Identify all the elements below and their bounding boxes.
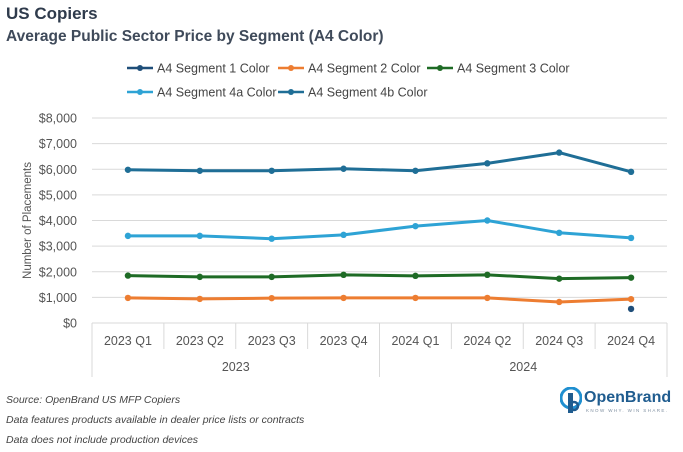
data-point: [124, 294, 132, 302]
data-point: [627, 305, 635, 313]
x-tick-label: 2024 Q2: [463, 334, 511, 348]
data-point: [412, 272, 419, 280]
data-point: [412, 167, 419, 174]
y-tick-label: $0: [63, 317, 77, 331]
openbrand-logo: OpenBrand KNOW WHY. WIN SHARE.: [559, 386, 680, 417]
data-point: [196, 295, 204, 303]
y-axis-label: Number of Placements: [22, 162, 34, 279]
data-point: [412, 222, 419, 230]
chart-title: US Copiers: [6, 4, 98, 23]
data-point: [124, 272, 132, 279]
series-line: [127, 151, 632, 174]
y-tick-label: $5,000: [39, 188, 77, 202]
footnote-dealer: Data features products available in deal…: [6, 414, 305, 426]
line-chart: $0 $1,000 $2,000 $3,000 $4,000 $5,000 $6,000 $7…: [22, 62, 668, 377]
y-tick-label: $6,000: [39, 163, 77, 177]
x-tick-label: 2024 Q1: [391, 334, 439, 348]
chart-subtitle: Average Public Sector Price by Segment (…: [6, 28, 384, 45]
series-line: [127, 219, 632, 241]
data-point: [196, 232, 204, 240]
data-point: [124, 166, 132, 173]
data-point: [340, 231, 347, 239]
legend-swatch-marker: [437, 65, 443, 71]
legend-label: A4 Segment 2 Color: [308, 62, 421, 76]
x-group-label: 2024: [509, 360, 537, 374]
x-group-label: 2023: [222, 360, 250, 374]
legend-swatch-marker: [288, 65, 294, 71]
footnote-source: Source: OpenBrand US MFP Copiers: [6, 394, 181, 406]
data-point: [268, 294, 275, 302]
data-point: [340, 294, 347, 302]
data-point: [555, 298, 563, 306]
y-tick-label: $1,000: [39, 291, 77, 305]
data-point: [484, 217, 491, 224]
data-point: [484, 160, 491, 167]
y-tick-label: $7,000: [39, 137, 77, 151]
series-line: [127, 296, 632, 304]
data-point: [340, 165, 347, 172]
data-point: [627, 168, 635, 176]
data-point: [124, 232, 132, 240]
y-tick-label: $8,000: [39, 112, 77, 126]
legend-label: A4 Segment 1 Color: [157, 62, 270, 76]
data-point: [555, 149, 563, 156]
data-point: [196, 167, 204, 174]
data-point: [412, 294, 419, 302]
data-point: [268, 235, 275, 242]
data-point: [555, 275, 563, 282]
data-point: [484, 294, 491, 302]
data-point: [340, 271, 347, 279]
y-tick-label: $2,000: [39, 265, 77, 279]
y-tick-label: $4,000: [39, 214, 77, 228]
data-point: [627, 234, 635, 242]
legend-label: A4 Segment 3 Color: [457, 62, 570, 76]
y-tick-label: $3,000: [39, 240, 77, 254]
x-tick-label: 2024 Q3: [535, 334, 583, 348]
x-tick-label: 2023 Q1: [104, 334, 152, 348]
openbrand-logo-icon: [559, 386, 583, 413]
data-point: [196, 273, 204, 281]
data-point: [555, 229, 563, 236]
x-tick-label: 2023 Q4: [320, 334, 368, 348]
data-point: [627, 295, 635, 303]
legend-label: A4 Segment 4b Color: [308, 86, 428, 100]
data-point: [268, 273, 275, 281]
x-tick-label: 2023 Q3: [248, 334, 296, 348]
series-line: [127, 273, 632, 281]
legend-label: A4 Segment 4a Color: [157, 86, 277, 100]
data-point: [268, 167, 275, 174]
footnote-production: Data does not include production devices: [6, 434, 199, 446]
legend-swatch-marker: [137, 65, 143, 71]
x-tick-label: 2023 Q2: [176, 334, 224, 348]
logo-name: OpenBrand: [584, 389, 672, 406]
legend-swatch-marker: [137, 89, 143, 95]
data-point: [484, 271, 491, 279]
x-tick-label: 2024 Q4: [607, 334, 655, 348]
logo-tagline: KNOW WHY. WIN SHARE.: [586, 408, 669, 413]
legend-swatch-marker: [288, 89, 294, 95]
data-point: [627, 274, 635, 281]
